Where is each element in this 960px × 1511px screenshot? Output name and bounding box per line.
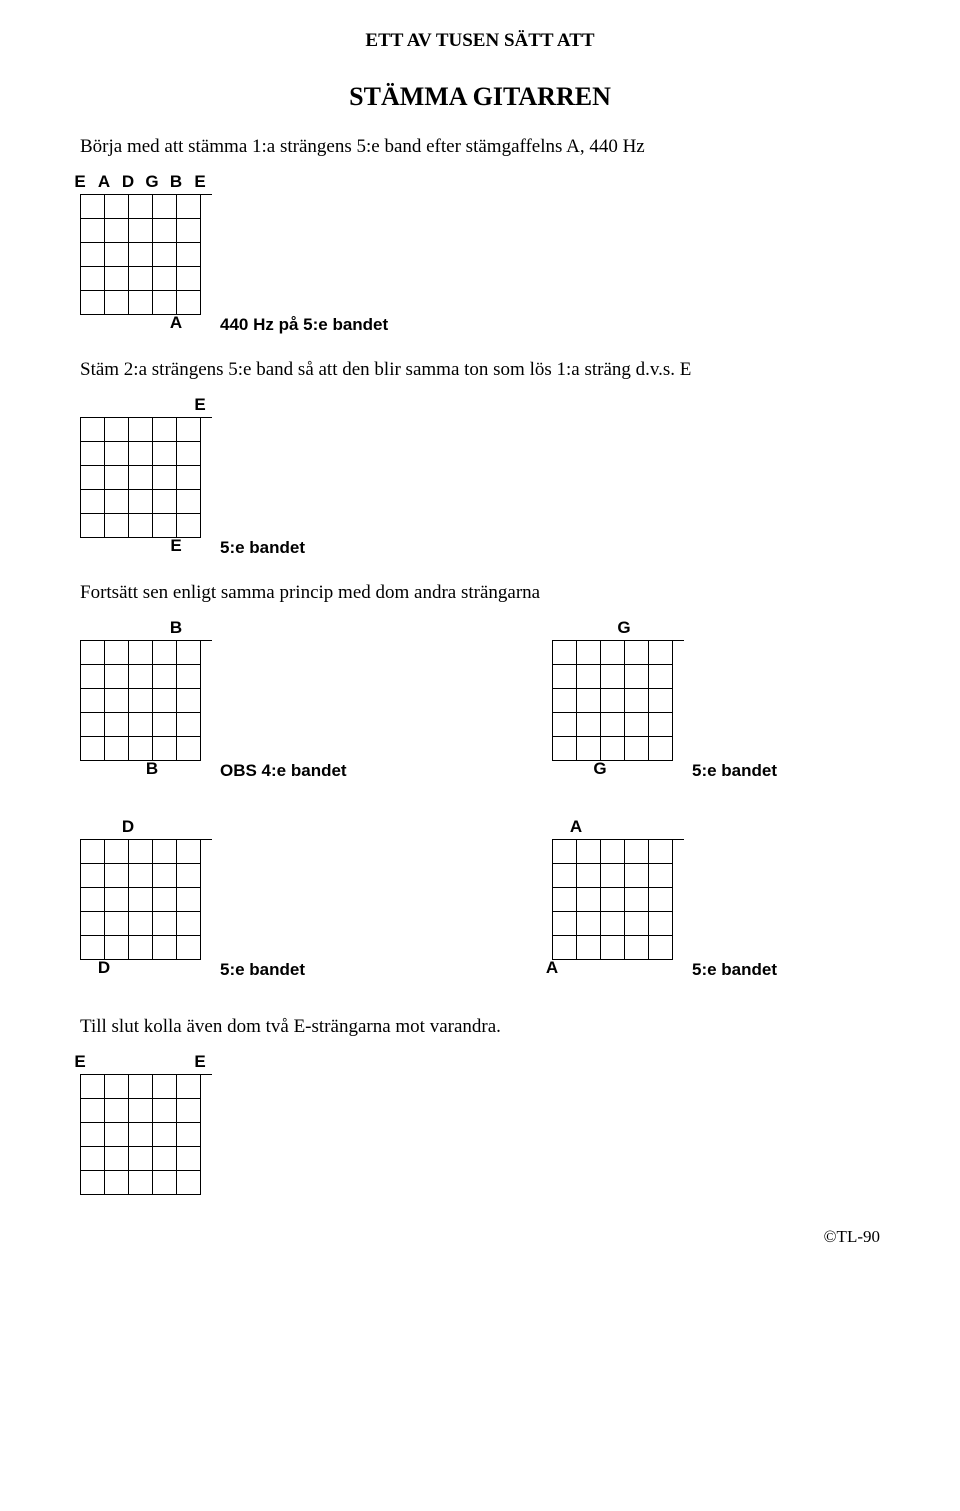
fret-grid xyxy=(552,839,684,960)
chart-a: A A 5:e bandet xyxy=(552,817,684,980)
page-title: STÄMMA GITARREN xyxy=(80,82,880,112)
chart-2: E E 5:e bandet xyxy=(80,395,880,558)
chart-1-caption: 440 Hz på 5:e bandet xyxy=(220,315,388,335)
chart-d: D D 5:e bandet xyxy=(80,817,212,980)
chart-2-caption: 5:e bandet xyxy=(220,538,305,558)
text-line-2: Stäm 2:a strängens 5:e band så att den b… xyxy=(80,359,880,381)
chart-d-caption: 5:e bandet xyxy=(220,960,305,980)
fret-grid xyxy=(80,194,212,315)
chart-1-bottom-letter: A xyxy=(164,313,188,333)
fret-grid xyxy=(552,640,684,761)
chart-2-bottom-letter: E xyxy=(164,536,188,556)
text-line-3: Fortsätt sen enligt samma princip med do… xyxy=(80,582,880,604)
fret-grid xyxy=(80,1074,212,1195)
chart-row-da: D D 5:e bandet A A 5:e bandet xyxy=(80,817,880,980)
chart-2-top-labels: E xyxy=(68,395,212,417)
chart-b-bottom-letter: B xyxy=(140,759,164,779)
chart-1-top-labels: E A D G B E xyxy=(68,172,212,194)
footer-copyright: ©TL-90 xyxy=(824,1227,880,1247)
chart-b-caption: OBS 4:e bandet xyxy=(220,761,347,781)
page-subtitle: ETT AV TUSEN SÄTT ATT xyxy=(80,30,880,52)
text-line-4: Till slut kolla även dom två E-strängarn… xyxy=(80,1016,880,1038)
fret-grid xyxy=(80,417,212,538)
chart-g: G G 5:e bandet xyxy=(552,618,684,781)
chart-a-bottom-letter: A xyxy=(540,958,564,978)
chart-g-bottom-letter: G xyxy=(588,759,612,779)
chart-d-bottom-letter: D xyxy=(92,958,116,978)
chart-1: E A D G B E A 440 Hz på 5:e bandet xyxy=(80,172,880,335)
chart-ee: E E xyxy=(80,1052,880,1215)
fret-grid xyxy=(80,839,212,960)
chart-row-bg: B B OBS 4:e bandet G G 5:e bandet xyxy=(80,618,880,781)
chart-g-caption: 5:e bandet xyxy=(692,761,777,781)
chart-a-caption: 5:e bandet xyxy=(692,960,777,980)
chart-b: B B OBS 4:e bandet xyxy=(80,618,212,781)
fret-grid xyxy=(80,640,212,761)
intro-text: Börja med att stämma 1:a strängens 5:e b… xyxy=(80,136,880,158)
